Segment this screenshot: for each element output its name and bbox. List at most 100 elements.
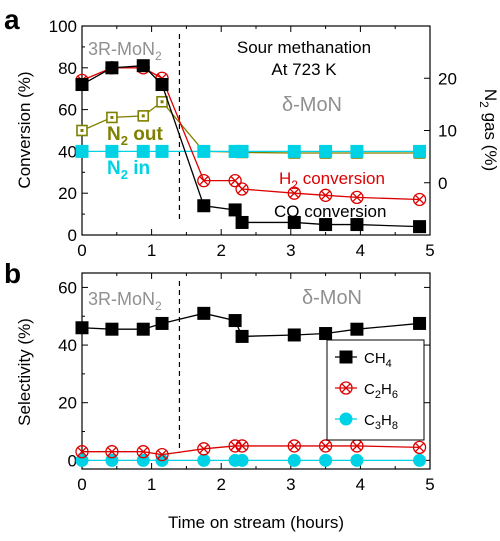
- point-n2_out-1-dot: [110, 115, 114, 119]
- point-h2-4: [197, 174, 211, 188]
- phase-left-label-b: 3R-MoN2: [88, 289, 162, 313]
- title-line-2: At 723 K: [271, 60, 337, 79]
- point-c2h6-0-x2: [77, 446, 87, 457]
- point-n2_in-9: [350, 144, 364, 158]
- y-tick-label: 60: [58, 278, 77, 297]
- point-n2_out-0: [76, 124, 88, 137]
- point-h2-10-ring: [412, 192, 427, 207]
- y2-tick-label: 20: [438, 69, 457, 88]
- y2-label-sub: 2: [477, 101, 491, 108]
- b-series: [75, 306, 427, 467]
- legend-label-part: C: [364, 381, 375, 398]
- y-axis-label-b: Selectivity (%): [15, 318, 34, 426]
- point-ch4-7: [287, 328, 301, 342]
- point-co-10: [413, 220, 427, 234]
- point-co-5: [228, 203, 242, 217]
- phase-left-label-a: 3R-MoN2: [88, 39, 162, 63]
- x-tick-label: 1: [147, 475, 156, 494]
- y-tick-label: 60: [58, 101, 77, 120]
- point-n2_out-0-dot: [80, 129, 84, 132]
- x-tick-label: 2: [216, 475, 225, 494]
- point-ch4-3: [155, 316, 169, 330]
- point-co-9: [350, 218, 364, 232]
- point-c3h8-10: [413, 453, 427, 467]
- y2-label-main: N: [481, 89, 500, 101]
- legend-label-sub: 8: [392, 420, 398, 432]
- point-n2_in-10: [413, 144, 427, 158]
- point-c2h6-6-ring: [235, 439, 249, 453]
- point-h2-7-x2: [289, 188, 300, 198]
- point-n2_in-3: [155, 144, 169, 158]
- point-co-8: [319, 218, 333, 232]
- point-c2h6-5-x2: [230, 441, 240, 451]
- point-c3h8-8: [319, 453, 333, 467]
- point-n2_in-7: [287, 144, 301, 158]
- point-h2-5-x2: [230, 175, 240, 186]
- n2-out-label: N2 out: [107, 124, 163, 148]
- point-c2h6-8: [318, 439, 333, 453]
- legend-marker-ch4: [339, 350, 353, 364]
- point-h2-8-ring: [318, 188, 333, 202]
- point-c2h6-10-ring: [412, 440, 427, 455]
- y2-label-tail: gas (%): [481, 108, 500, 171]
- point-h2-10: [412, 192, 427, 207]
- point-c2h6-7-ring: [287, 439, 301, 453]
- point-c2h6-3-ring: [155, 447, 169, 462]
- svg-text:N2 gas (%): N2 gas (%): [477, 89, 500, 171]
- point-n2_in-6: [235, 144, 249, 158]
- panel-label-a: a: [4, 4, 20, 35]
- point-h2-4-ring: [197, 174, 211, 188]
- point-c2h6-0-ring: [75, 445, 89, 459]
- point-c2h6-2-x2: [138, 446, 149, 457]
- b-ticks: 0 1 2 3 4 5 0 20 40 60: [58, 273, 435, 494]
- point-h2-5-ring: [228, 174, 242, 188]
- point-ch4-8: [319, 327, 333, 341]
- legend-marker-c2h6: [339, 381, 353, 395]
- point-c2h6-6-x2: [237, 441, 247, 451]
- a-series: [75, 59, 427, 234]
- legend-label-part: H: [381, 381, 392, 398]
- legend-label-sub: 2: [375, 389, 381, 401]
- y-tick-label: 40: [58, 142, 77, 161]
- point-c3h8-6: [235, 453, 249, 467]
- point-h2-7-ring: [287, 186, 301, 200]
- legend-label-part: C: [364, 412, 375, 429]
- point-c2h6-2-ring: [136, 445, 150, 459]
- point-c2h6-1: [105, 445, 119, 459]
- legend-marker-c2h6-x2: [341, 383, 351, 393]
- point-ch4-5: [228, 314, 242, 328]
- point-co-3: [155, 78, 169, 92]
- y-tick-label: 100: [49, 17, 77, 36]
- point-c2h6-1-ring: [105, 445, 119, 459]
- series-line-c2h6: [82, 445, 420, 456]
- y-tick-label: 20: [58, 184, 77, 203]
- point-co-2: [136, 59, 150, 73]
- point-n2_out-1: [106, 111, 118, 124]
- point-h2-6-ring: [235, 182, 249, 196]
- x-tick-label: 5: [425, 241, 434, 260]
- point-h2-10-x2: [414, 194, 425, 205]
- x-tick-label: 3: [286, 241, 295, 260]
- point-c2h6-5-ring: [228, 439, 242, 453]
- legend-label-part: H: [381, 412, 392, 429]
- x-axis-label-b: Time on stream (hours): [168, 513, 344, 532]
- panel-label-b: b: [4, 258, 21, 289]
- point-n2_in-2: [136, 144, 150, 158]
- point-h2-5: [228, 174, 242, 188]
- point-c2h6-10: [412, 440, 427, 455]
- y-axis-label-a: Conversion (%): [15, 71, 34, 188]
- point-ch4-10: [413, 316, 427, 330]
- x-tick-label: 0: [77, 241, 86, 260]
- x-tick-label: 4: [356, 475, 365, 494]
- y-tick-label: 0: [68, 451, 77, 470]
- point-n2_in-0: [75, 144, 89, 158]
- x-tick-label: 1: [147, 241, 156, 260]
- legend-label-c3h8: C3H8: [364, 412, 398, 432]
- y-tick-label: 0: [68, 226, 77, 245]
- legend-label-c2h6: C2H6: [364, 381, 398, 401]
- point-n2_out-2: [137, 110, 150, 122]
- x-tick-label: 0: [77, 475, 86, 494]
- point-c2h6-7-x2: [289, 441, 300, 451]
- a-ticks: 0 1 2 3 4 5 0 20 40 60 80 100 0 10 20: [49, 17, 457, 260]
- point-h2-9-ring: [350, 190, 364, 205]
